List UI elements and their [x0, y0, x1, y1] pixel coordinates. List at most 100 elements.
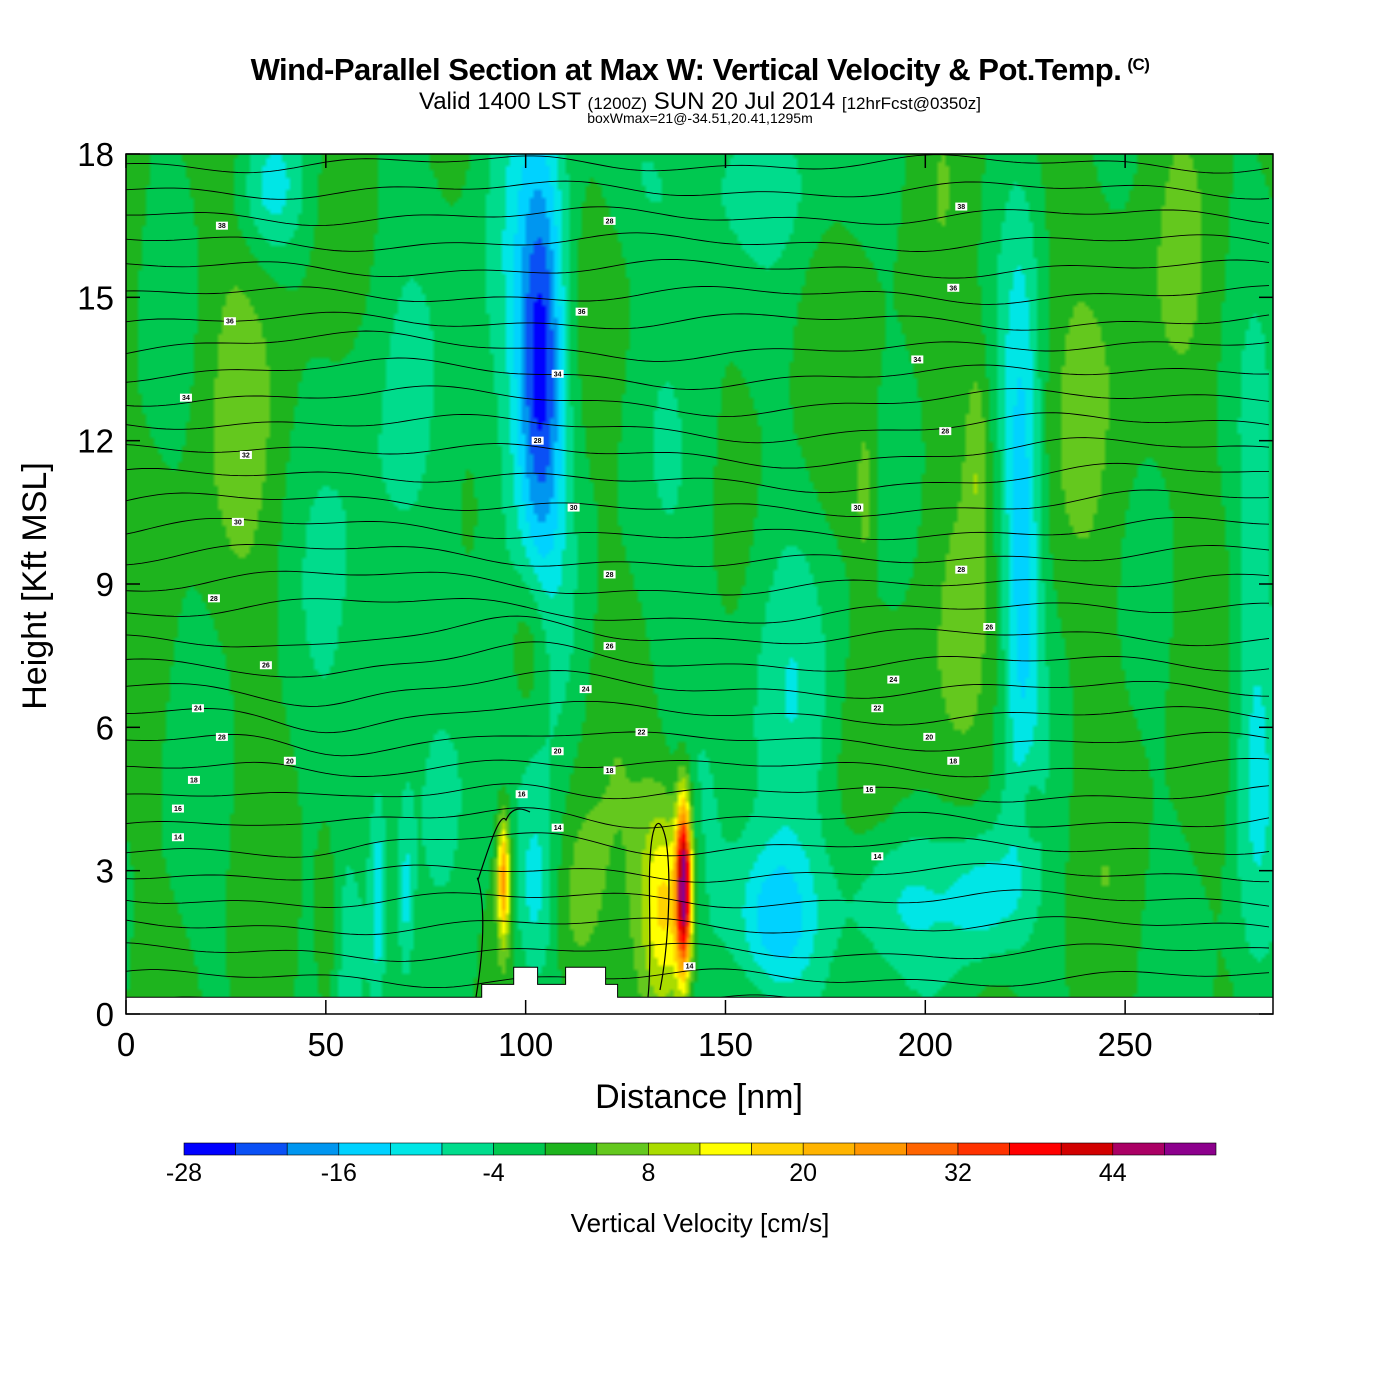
w-zero-contours — [475, 808, 670, 998]
theta-contour — [126, 863, 1269, 883]
subtitle-utc: (1200Z) — [587, 94, 648, 113]
w-contour-center — [647, 823, 670, 998]
theta-contour — [126, 916, 1270, 936]
y-tick-label: 9 — [96, 566, 114, 603]
colorbar-swatch — [699, 1142, 752, 1156]
colorbar-tick-label: -28 — [166, 1159, 202, 1187]
x-tick-label: 200 — [898, 1026, 953, 1063]
contour-label-bg — [551, 369, 564, 378]
contour-label: 18 — [190, 777, 198, 784]
contour-label-bg — [947, 756, 960, 765]
contour-label-bg — [551, 823, 564, 832]
theta-contour — [126, 489, 1270, 517]
colorbar-tick-label: 8 — [641, 1159, 655, 1187]
contour-label-bg — [231, 517, 244, 526]
theta-contour — [126, 942, 1270, 962]
x-axis-ticks: 0 50 100 150 200 250 — [117, 154, 1153, 1063]
colorbar-swatch — [390, 1142, 443, 1156]
x-tick-label: 100 — [498, 1026, 553, 1063]
contour-label: 28 — [534, 438, 542, 445]
theta-contour — [126, 807, 1270, 829]
terrain-profile — [125, 966, 1274, 1015]
theta-contour — [126, 385, 1270, 418]
theta-contour — [126, 783, 1270, 803]
colorbar-title: Vertical Velocity [cm/s] — [571, 1208, 830, 1238]
colorbar-swatch — [906, 1142, 959, 1156]
theta-contour — [126, 570, 1270, 596]
contour-label: 38 — [957, 204, 965, 211]
contour-label: 16 — [518, 792, 526, 799]
theta-contour — [126, 543, 1270, 567]
theta-contour — [126, 258, 1270, 279]
contour-label-bg — [603, 570, 616, 579]
vertical-velocity-field — [126, 154, 1273, 1014]
theta-contour — [126, 357, 1270, 390]
contour-label: 24 — [194, 706, 202, 713]
contour-label: 30 — [570, 505, 578, 512]
contour-label: 38 — [218, 223, 226, 230]
theta-contour — [126, 462, 1269, 494]
contour-label-bg — [955, 202, 968, 211]
contour-label: 14 — [873, 854, 881, 861]
colorbar-tick-label: 32 — [944, 1159, 972, 1187]
theta-contour — [126, 670, 1270, 707]
theta-contour — [126, 598, 1269, 624]
copyright-mark: (C) — [1127, 55, 1150, 74]
contour-label: 20 — [554, 749, 562, 756]
colorbar-swatch — [854, 1142, 907, 1156]
contour-label-bg — [283, 756, 296, 765]
contour-label-bg — [871, 704, 884, 713]
colorbar-tick-label: -4 — [482, 1159, 504, 1187]
contour-label: 28 — [941, 429, 949, 436]
contour-label: 14 — [554, 825, 562, 832]
theta-contour — [126, 311, 1270, 331]
contour-label-bg — [215, 732, 228, 741]
contour-label-bg — [983, 623, 996, 631]
contour-label-bg — [551, 747, 564, 756]
theta-contour — [126, 180, 1270, 200]
contour-label: 34 — [182, 395, 190, 402]
x-tick-label: 250 — [1098, 1026, 1153, 1063]
theta-contour — [126, 641, 1270, 678]
y-tick-label: 12 — [77, 423, 114, 460]
colorbar-swatch — [235, 1142, 288, 1156]
chart-subtitle-box-wmax: boxWmax=21@-34.51,20.41,1295m — [587, 110, 813, 126]
contour-label: 36 — [578, 309, 586, 316]
colorbar-swatch — [648, 1142, 701, 1156]
contour-label-bg — [579, 685, 592, 694]
colorbar-tick-labels: -28 -16 -4 8 20 32 44 — [166, 1159, 1127, 1187]
contour-label-bg — [207, 594, 220, 603]
y-tick-label: 15 — [77, 279, 114, 316]
chart-subtitle: Valid 1400 LST (1200Z) SUN 20 Jul 2014 [… — [0, 88, 1400, 116]
contour-label: 18 — [949, 758, 957, 765]
contour-label-bg — [179, 393, 192, 402]
colorbar-swatch — [544, 1142, 598, 1156]
theta-contour — [126, 832, 1270, 858]
x-tick-label: 150 — [698, 1026, 753, 1063]
subtitle-date: SUN 20 Jul 2014 — [653, 88, 836, 115]
theta-contour — [126, 731, 1270, 757]
theta-contour — [126, 700, 1270, 734]
subtitle-forecast: [12hrFcst@0350z] — [841, 94, 982, 113]
contour-label-bg — [191, 704, 204, 713]
contour-label: 28 — [606, 218, 614, 225]
theta-contour — [126, 968, 1270, 989]
colorbar-swatch — [802, 1142, 856, 1156]
contour-label-bg — [603, 766, 616, 775]
colorbar-swatch — [957, 1142, 1010, 1156]
contour-label-bg — [851, 503, 864, 512]
contour-label-bg — [635, 728, 648, 737]
y-tick-label: 3 — [96, 853, 114, 890]
contour-label: 18 — [606, 768, 614, 775]
colorbar-swatch — [493, 1142, 546, 1156]
contour-label: 36 — [226, 319, 234, 326]
contour-label: 22 — [638, 730, 646, 737]
colorbar-swatch — [1112, 1142, 1165, 1156]
contour-label-bg — [863, 785, 876, 794]
theta-contour — [126, 412, 1270, 444]
contour-label: 26 — [606, 644, 614, 651]
contour-label: 34 — [913, 357, 921, 364]
contour-label: 16 — [174, 806, 182, 813]
y-tick-label: 18 — [77, 136, 114, 173]
